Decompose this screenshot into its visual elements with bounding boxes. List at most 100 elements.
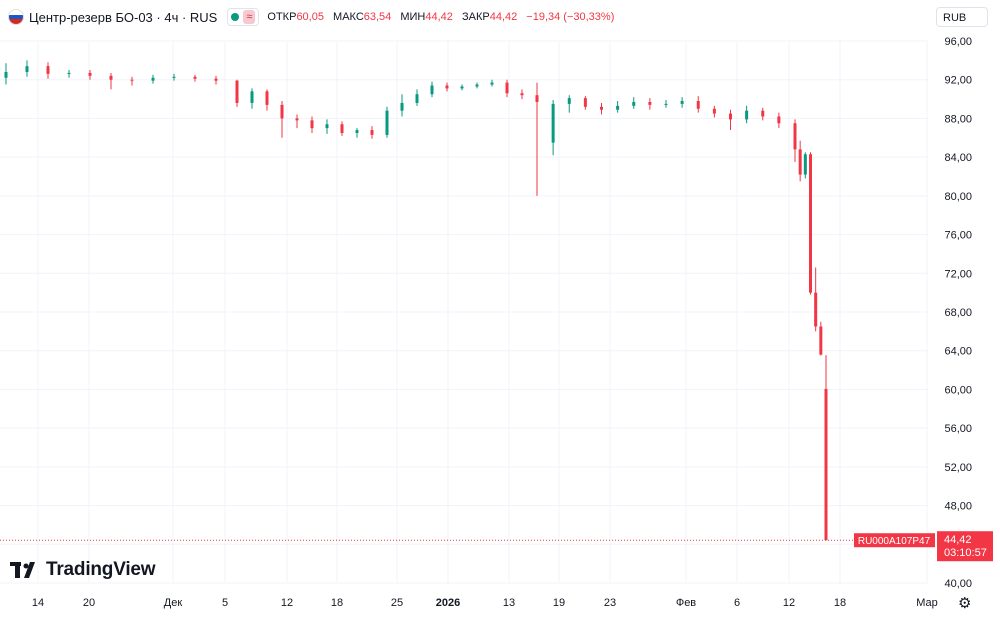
candle-body (819, 326, 823, 355)
y-tick-label: 88,00 (944, 113, 972, 125)
candle-body (680, 101, 684, 104)
candle-body (109, 75, 113, 80)
candle-body (25, 66, 29, 72)
y-tick-label: 76,00 (944, 230, 972, 242)
candle-body (265, 91, 269, 105)
x-tick-label: 18 (834, 597, 846, 609)
candle-body (505, 82, 509, 94)
candle-body (535, 95, 539, 102)
candle-body (814, 292, 818, 327)
candle-body (600, 106, 603, 110)
candle-body (490, 82, 494, 85)
symbol-tag (854, 533, 935, 548)
candle-body (664, 103, 668, 105)
x-tick-label: 18 (331, 597, 343, 609)
close-value: 44,42 (489, 11, 518, 23)
high-value: 63,54 (363, 11, 392, 23)
y-tick-label: 64,00 (944, 346, 972, 358)
x-tick-label: 20 (83, 597, 95, 609)
candle-body (340, 124, 344, 133)
low-label: МИН (400, 11, 426, 23)
y-tick-label: 68,00 (944, 307, 972, 319)
candle-body (583, 98, 587, 107)
settings-gear-icon[interactable]: ⚙ (958, 595, 972, 612)
candle-body (151, 77, 155, 81)
candle-body (280, 104, 284, 119)
market-open-dot-icon (231, 13, 240, 21)
low-value: 44,42 (425, 11, 453, 23)
market-status-pill[interactable]: ≈ (227, 8, 260, 26)
candle-body (415, 94, 419, 103)
y-tick-label: 60,00 (944, 384, 972, 396)
x-tick-label: 12 (281, 597, 293, 609)
x-tick-label: Дек (164, 597, 183, 609)
symbol-tag-label: RU000A107P47 (858, 536, 931, 547)
candle-body (745, 110, 749, 120)
tradingview-logo[interactable]: TradingView (10, 559, 156, 581)
candle-body (295, 118, 299, 121)
y-tick-label: 52,00 (944, 462, 972, 474)
candle-body (616, 105, 620, 110)
x-tick-label: 13 (503, 597, 515, 609)
open-value: 60,05 (296, 11, 324, 23)
candle-body (475, 84, 479, 87)
candle-body (130, 79, 134, 81)
candle-body (46, 66, 50, 74)
candle-body (712, 108, 716, 114)
y-tick-label: 96,00 (944, 36, 972, 48)
x-tick-label: 25 (391, 597, 403, 609)
y-tick-label: 72,00 (944, 268, 972, 280)
x-tick-label: Мар (916, 597, 938, 609)
candle-body (648, 101, 652, 105)
tradingview-logo-icon (10, 562, 35, 578)
x-tick-label: 6 (734, 597, 740, 609)
candle-body (385, 110, 389, 135)
candle-body (520, 93, 524, 96)
candle-body (88, 72, 92, 76)
candle-body (696, 101, 700, 109)
chart-header: Центр-резерв БО-03 · 4ч · RUS ≈ ОТКР60,0… (8, 6, 620, 28)
ohlc-readout: ОТКР60,05 МАКС63,54 МИН44,42 ЗАКР44,42 −… (267, 11, 620, 23)
candle-body (729, 113, 732, 120)
x-tick-label: 5 (222, 597, 228, 609)
candle-body (430, 85, 434, 95)
candle-body (798, 149, 802, 175)
open-label: ОТКР (267, 11, 297, 23)
candle-body (793, 123, 797, 150)
x-tick-label: 14 (32, 597, 44, 609)
y-tick-label: 40,00 (944, 578, 972, 590)
candle-body (761, 110, 765, 117)
last-price-tag (937, 531, 993, 562)
tradingview-logo-text: TradingView (46, 559, 156, 580)
close-label: ЗАКР (461, 11, 490, 23)
candle-body (235, 80, 239, 103)
symbol-title[interactable]: Центр-резерв БО-03 · 4ч · RUS (29, 9, 218, 25)
candle-body (803, 154, 807, 175)
x-tick-label: Фев (676, 597, 696, 609)
candle-body (4, 71, 8, 78)
candle-body (824, 388, 828, 541)
candle-body (172, 76, 176, 78)
y-tick-label: 56,00 (944, 423, 972, 435)
x-tick-label: 23 (604, 597, 616, 609)
candle-body (250, 91, 254, 103)
y-tick-label: 48,00 (944, 501, 972, 513)
candle-body (214, 78, 218, 81)
candle-body (310, 120, 314, 129)
candle-body (777, 116, 781, 124)
y-tick-label: 80,00 (944, 191, 972, 203)
y-tick-label: 84,00 (944, 152, 972, 164)
candle-body (67, 72, 71, 74)
currency-selector[interactable]: RUB (936, 7, 988, 27)
x-tick-label: 2026 (436, 597, 460, 609)
candle-body (632, 101, 636, 106)
candle-body (445, 85, 449, 89)
wave-icon: ≈ (243, 10, 256, 24)
candle-body (460, 86, 464, 89)
candle-body (551, 103, 555, 143)
x-tick-label: 19 (553, 597, 565, 609)
bar-countdown-label: 03:10:57 (944, 547, 987, 559)
x-tick-label: 12 (783, 597, 795, 609)
candle-body (355, 130, 359, 133)
